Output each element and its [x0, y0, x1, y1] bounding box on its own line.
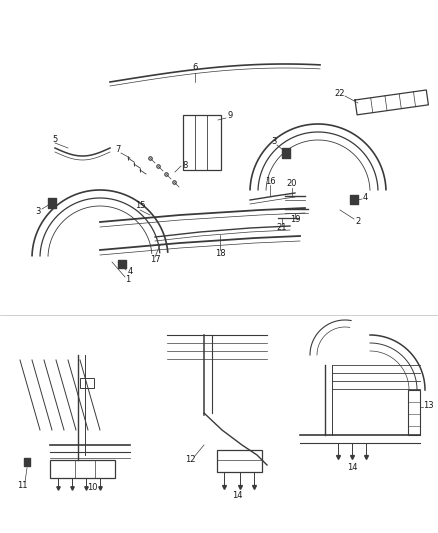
Text: 22: 22	[335, 88, 345, 98]
Text: 11: 11	[17, 481, 27, 489]
Text: 5: 5	[53, 135, 58, 144]
Text: 4: 4	[127, 268, 133, 277]
Bar	[80, 378, 94, 388]
Text: 6: 6	[192, 63, 198, 72]
Text: 2: 2	[355, 217, 360, 227]
Bar	[408, 390, 420, 435]
Text: 20: 20	[287, 180, 297, 189]
Text: 3: 3	[35, 207, 41, 216]
Text: 16: 16	[265, 177, 276, 187]
Bar	[183, 115, 221, 170]
Text: 10: 10	[87, 483, 97, 492]
Text: 7: 7	[115, 146, 121, 155]
Text: 19: 19	[290, 215, 300, 224]
Text: 9: 9	[227, 110, 233, 119]
Text: 17: 17	[150, 255, 160, 264]
Text: 1: 1	[125, 276, 131, 285]
Text: 15: 15	[135, 201, 145, 211]
Text: 12: 12	[185, 456, 195, 464]
Text: 8: 8	[182, 160, 188, 169]
Text: 4: 4	[362, 193, 367, 203]
Text: 13: 13	[423, 400, 433, 409]
Text: 3: 3	[271, 138, 277, 147]
Text: 21: 21	[277, 223, 287, 232]
Bar	[217, 450, 262, 472]
Text: 14: 14	[347, 463, 357, 472]
Text: 14: 14	[232, 490, 242, 499]
Text: 18: 18	[215, 248, 225, 257]
Bar	[50, 460, 115, 478]
